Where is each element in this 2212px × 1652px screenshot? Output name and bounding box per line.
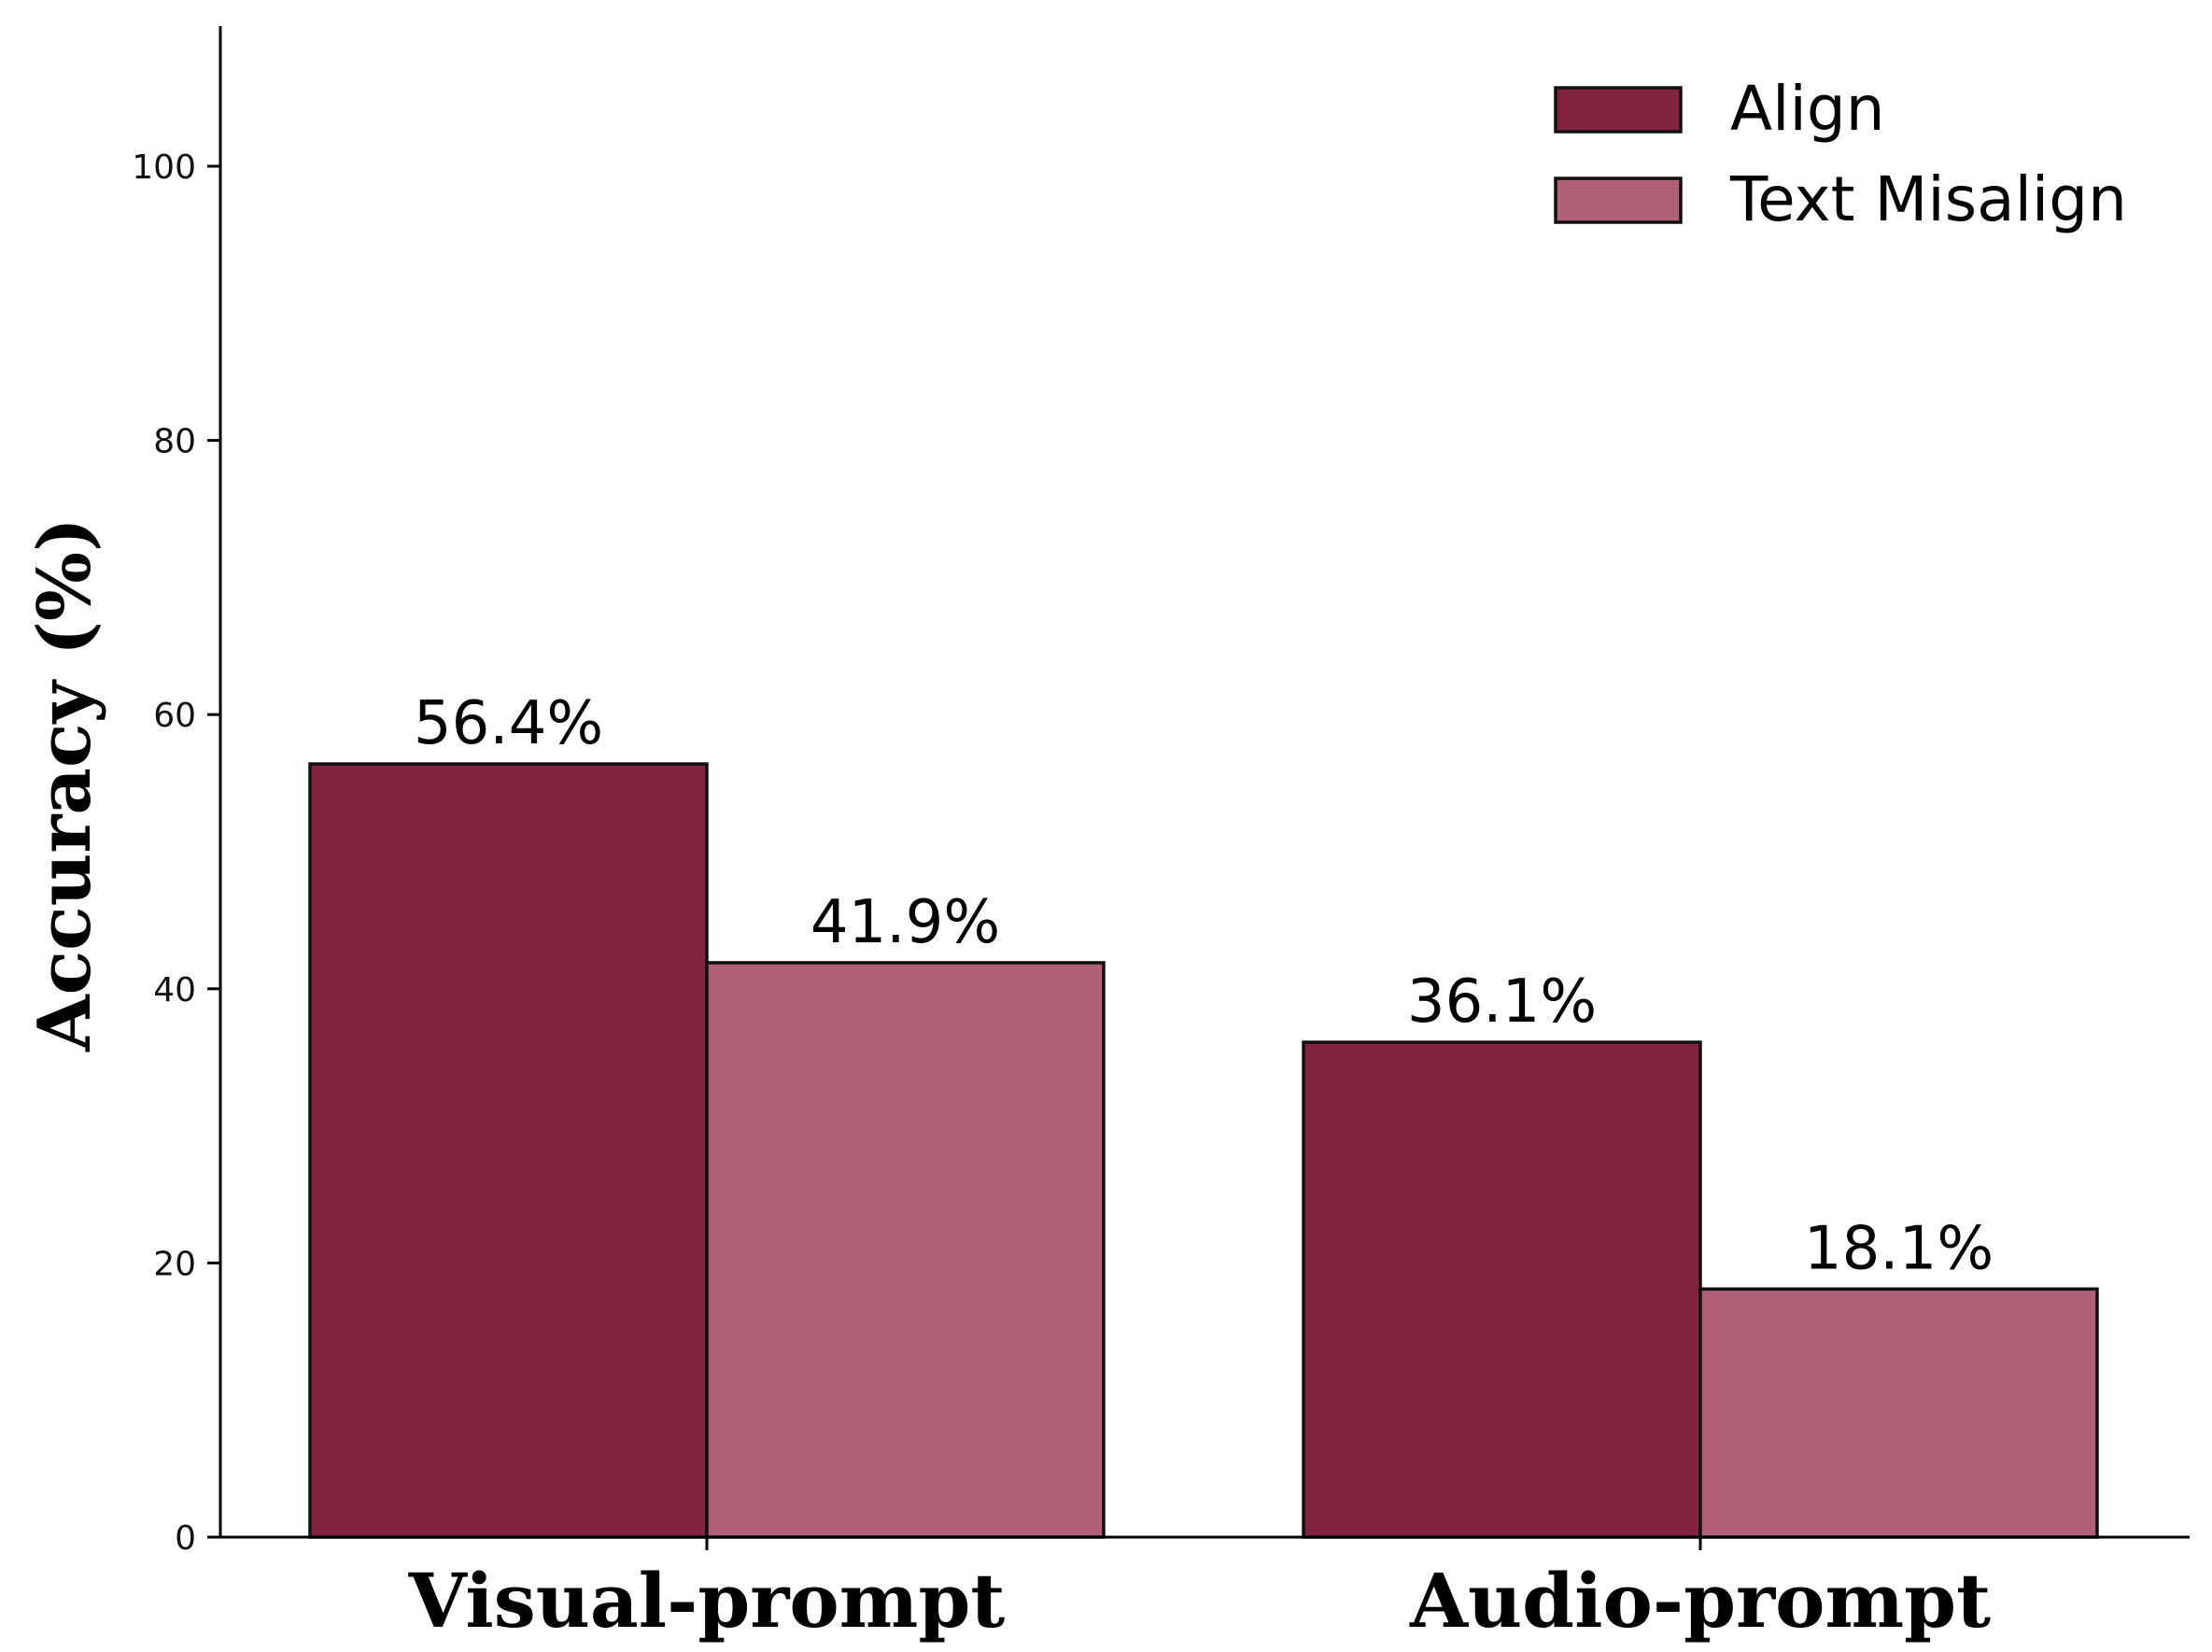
y-tick-label: 20 (153, 1245, 196, 1283)
legend-swatch-text-misalign (1554, 176, 1683, 224)
data-label: 41.9% (810, 888, 1000, 957)
bar-text-misalign-audio (1698, 1287, 2099, 1539)
x-category-label: Audio-prompt (1409, 1557, 1991, 1645)
data-label: 18.1% (1804, 1214, 1994, 1283)
y-tick-label: 0 (175, 1519, 196, 1558)
bar-align-audio (1302, 1040, 1702, 1539)
data-label: 36.1% (1407, 967, 1597, 1037)
legend-label: Align (1730, 73, 1885, 145)
y-tick-label: 80 (153, 423, 196, 461)
legend: Align Text Misalign (1554, 73, 2127, 235)
data-labels-layer: 56.4% 36.1% 41.9% 18.1% (414, 689, 1994, 1283)
axes-layer: 0 20 40 60 80 100 Visual-prompt Audio-prompt Acc… (22, 26, 2190, 1645)
bar-align-visual (308, 762, 709, 1539)
bars-layer (308, 762, 2099, 1539)
legend-label: Text Misalign (1729, 163, 2127, 235)
y-tick-label: 60 (153, 697, 196, 735)
y-tick-label: 100 (132, 148, 196, 187)
y-axis-title: Accuracy (%) (22, 517, 107, 1052)
data-label: 56.4% (414, 689, 603, 758)
y-tick-label: 40 (153, 971, 196, 1010)
x-category-label: Visual-prompt (408, 1557, 1006, 1645)
legend-swatch-align (1554, 86, 1683, 134)
bar-text-misalign-visual (705, 961, 1106, 1539)
